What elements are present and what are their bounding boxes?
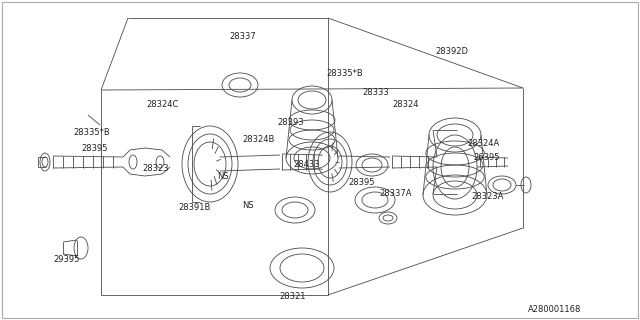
Text: NS: NS	[218, 172, 229, 181]
Text: 28321: 28321	[280, 292, 307, 301]
Text: 28324A: 28324A	[467, 139, 499, 148]
Text: 28324C: 28324C	[146, 100, 179, 109]
Text: 28335*B: 28335*B	[326, 69, 363, 78]
Text: 28324: 28324	[392, 100, 419, 109]
Text: 28324B: 28324B	[242, 135, 275, 144]
Text: 29395: 29395	[53, 255, 79, 264]
Text: 28337: 28337	[230, 32, 257, 41]
Text: 28323A: 28323A	[472, 192, 504, 201]
Text: NS: NS	[242, 201, 253, 210]
Text: 28335*B: 28335*B	[74, 128, 110, 137]
Text: 28395: 28395	[349, 178, 375, 187]
Text: A280001168: A280001168	[528, 305, 581, 314]
Text: 28391B: 28391B	[178, 203, 211, 212]
Text: 28433: 28433	[293, 160, 320, 169]
Text: 28323: 28323	[142, 164, 169, 173]
Text: 26395: 26395	[474, 153, 500, 162]
Text: 28392D: 28392D	[435, 47, 468, 56]
Text: 28337A: 28337A	[380, 189, 412, 198]
Text: 28393: 28393	[277, 118, 304, 127]
Text: 28395: 28395	[81, 144, 108, 153]
Text: 28333: 28333	[363, 88, 390, 97]
